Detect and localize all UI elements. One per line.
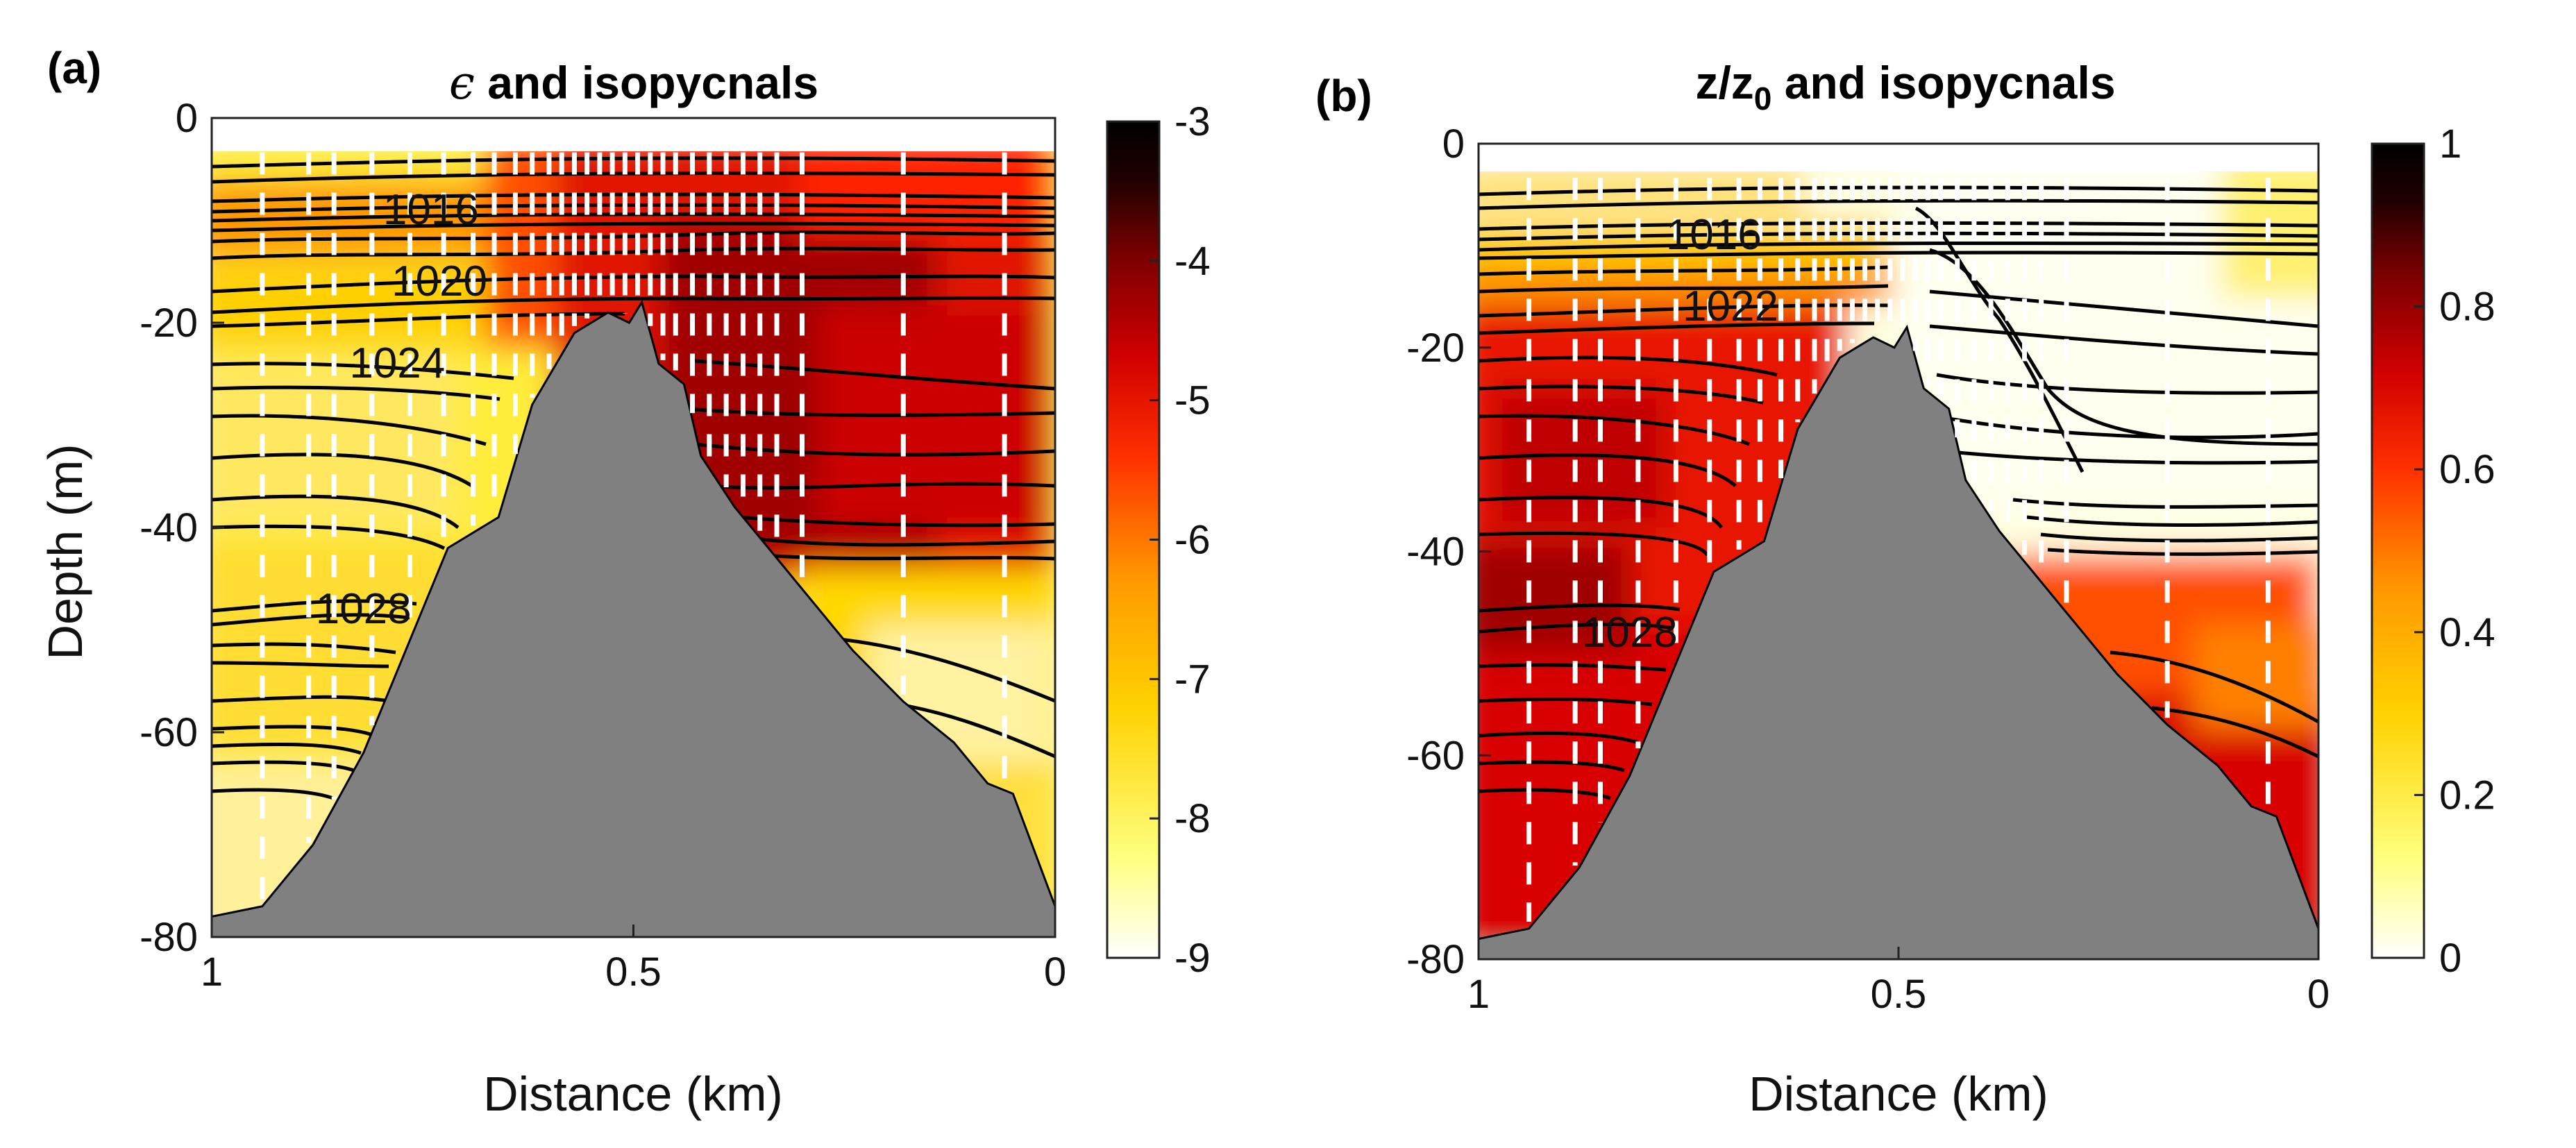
x-tick-label: 0 (1044, 949, 1066, 995)
panel-a-letter: (a) (47, 43, 101, 93)
contour-label: 1024 (349, 339, 445, 387)
x-tick-label: 0.5 (605, 949, 662, 995)
colorbar-tick-label: 0.2 (2439, 773, 2495, 818)
panel-a-colorbar-ticks: -3 -4 -5 -6 -7 -8 -9 (1150, 99, 1211, 981)
panel-b-title-text: and isopycnals (1771, 57, 2115, 108)
panel-b-title-sub: 0 (1754, 81, 1772, 117)
panel-b-title-main: z/z (1695, 57, 1753, 108)
colorbar-tick-label: -3 (1175, 99, 1211, 144)
contour-label: 1028 (1582, 609, 1678, 657)
contour-label: 1016 (1666, 211, 1762, 259)
panel-b-xlabel: Distance (km) (1749, 1067, 2048, 1121)
panel-a: (a) ϵ and isopycnals (38, 43, 1211, 1121)
panel-b-colorbar-ticks: 1 0.8 0.6 0.4 0.2 0 (2414, 121, 2495, 981)
panel-b-contour-labels: 1016 1022 1028 (1582, 211, 1778, 657)
panel-a-profile-lines (260, 152, 1007, 900)
x-tick-label: 1 (1467, 972, 1490, 1017)
x-tick-label: 0.5 (1871, 972, 1927, 1017)
y-tick-label: -40 (140, 505, 198, 550)
colorbar-tick-label: -4 (1175, 239, 1211, 284)
panel-b-bathymetry (1479, 324, 2318, 959)
colorbar-tick-label: -8 (1175, 796, 1211, 841)
panel-b-profile-lines (1526, 178, 2271, 922)
panel-a-title-symbol: ϵ (449, 56, 475, 110)
colorbar-tick-label: -5 (1175, 378, 1211, 423)
panel-a-contour-labels: 1024 1020 1016 1028 (316, 186, 487, 633)
colorbar-tick-label: -9 (1175, 936, 1211, 981)
y-tick-label: -80 (1406, 937, 1465, 982)
y-tick-label: -20 (140, 301, 198, 346)
panel-a-title-text: and isopycnals (475, 57, 818, 108)
colorbar-tick-label: 0 (2439, 936, 2461, 981)
x-tick-label: 1 (201, 949, 223, 995)
y-tick-label: -60 (1406, 733, 1465, 778)
panel-b-plot-area: 1016 1022 1028 (1479, 144, 2318, 959)
panel-b-letter: (b) (1315, 71, 1372, 121)
panel-b-ticks: 1 0.5 0 0 -20 -40 -60 -80 (1406, 121, 2330, 1017)
contour-label: 1022 (1683, 282, 1778, 330)
colorbar-tick-label: 0.8 (2439, 285, 2495, 330)
panel-b-colorbar (2371, 142, 2425, 959)
panel-b-title: z/z0 and isopycnals (1695, 57, 2115, 117)
contour-label: 1016 (383, 186, 479, 234)
panel-a-ylabel: Depth (m) (38, 444, 92, 659)
contour-label: 1028 (316, 585, 412, 633)
colorbar-tick-label: 0.6 (2439, 447, 2495, 492)
x-tick-label: 0 (2307, 972, 2330, 1017)
y-tick-label: -80 (140, 915, 198, 960)
y-tick-label: -60 (140, 710, 198, 755)
colorbar-tick-label: -7 (1175, 657, 1211, 702)
colorbar-tick-label: -6 (1175, 518, 1211, 563)
panel-b: (b) z/z0 and isopycnals (1315, 57, 2495, 1121)
y-tick-label: -40 (1406, 530, 1465, 575)
y-tick-label: -20 (1406, 326, 1465, 371)
contour-label: 1020 (392, 258, 487, 305)
panel-a-title: ϵ and isopycnals (449, 56, 818, 110)
y-tick-label: 0 (176, 96, 198, 141)
panel-a-bathymetry (212, 299, 1055, 937)
colorbar-tick-label: 0.4 (2439, 610, 2495, 655)
y-tick-label: 0 (1442, 121, 1465, 167)
panel-a-xlabel: Distance (km) (483, 1067, 783, 1121)
colorbar-tick-label: 1 (2439, 121, 2461, 167)
panel-a-ticks: 1 0.5 0 0 -20 -40 -60 -80 (140, 96, 1066, 995)
panel-a-plot-area: 1024 1020 1016 1028 (212, 118, 1055, 937)
